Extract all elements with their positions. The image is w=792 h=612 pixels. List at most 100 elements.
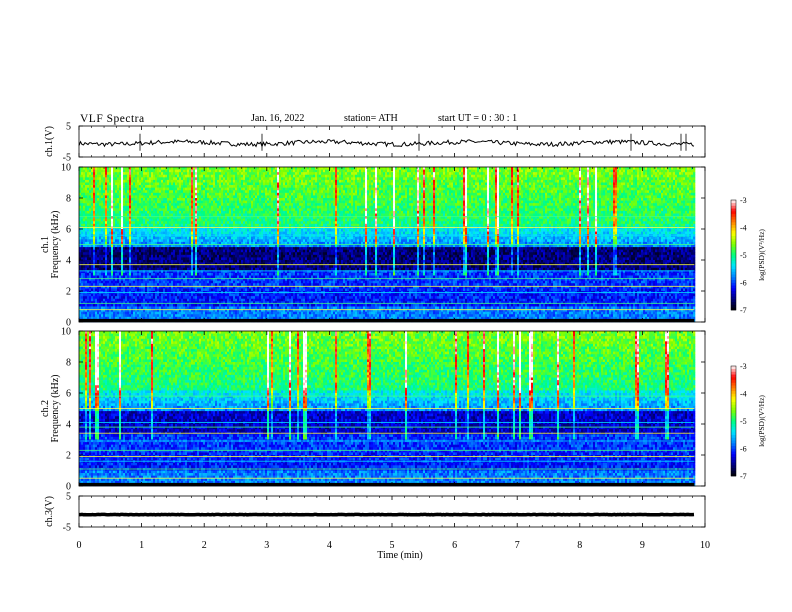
colorbar-1-swatch	[731, 260, 736, 264]
colorbar-2-swatch	[731, 454, 736, 458]
colorbar-2-tick-label: -7	[740, 472, 747, 481]
colorbar-2-swatch	[731, 379, 736, 383]
colorbar-1-swatch	[731, 301, 736, 305]
colorbar-2-swatch	[731, 390, 736, 394]
x-axis-label: Time (min)	[377, 550, 422, 561]
ch2-spectrogram-ylabel-channel: ch.2	[40, 400, 51, 417]
colorbar-2-swatch	[731, 473, 736, 477]
colorbar-1-swatch	[731, 205, 736, 209]
x-tick-label: 6	[452, 540, 457, 551]
colorbar-2-swatch	[731, 399, 736, 403]
ch1-spectrogram-ytick-label: 2	[66, 287, 71, 298]
x-tick-label: 8	[577, 540, 582, 551]
x-tick-label: 4	[327, 540, 332, 551]
ch2-spectrogram-ytick-label: 6	[66, 389, 71, 400]
colorbar-1-swatch	[731, 238, 736, 242]
colorbar-1-swatch	[731, 202, 736, 206]
colorbar-2-swatch	[731, 440, 736, 444]
colorbar-2-swatch	[731, 459, 736, 463]
date-label: Jan. 16, 2022	[251, 113, 304, 124]
colorbar-2-swatch	[731, 371, 736, 375]
ch1-spectrogram-ytick-label: 4	[66, 256, 71, 267]
colorbar-1-swatch	[731, 224, 736, 228]
colorbar-1-tick-label: -7	[740, 306, 747, 315]
colorbar-2-swatch	[731, 407, 736, 411]
x-tick-label: 5	[390, 540, 395, 551]
colorbar-2-swatch	[731, 434, 736, 438]
ch1-waveform-ylabel: ch.1(V)	[44, 126, 55, 157]
colorbar-2-swatch	[731, 443, 736, 447]
colorbar-1-tick-label: -3	[740, 196, 747, 205]
colorbar-2-swatch	[731, 467, 736, 471]
colorbar-1-swatch	[731, 200, 736, 204]
colorbar-1-swatch	[731, 293, 736, 297]
ch2-spectrogram-ylabel: Frequency (kHz)	[50, 374, 61, 442]
x-tick-label: 3	[264, 540, 269, 551]
x-tick-label: 7	[515, 540, 520, 551]
colorbar-2-swatch	[731, 374, 736, 378]
colorbar-1-swatch	[731, 290, 736, 294]
colorbar-2-swatch	[731, 404, 736, 408]
ch1-spectrogram-ytick-label: 6	[66, 225, 71, 236]
colorbar-1-swatch	[731, 233, 736, 237]
colorbar-2-swatch	[731, 412, 736, 416]
colorbar-1-swatch	[731, 227, 736, 231]
colorbar-2-tick-label: -5	[740, 417, 747, 426]
ch1-waveform-trace	[78, 138, 695, 148]
colorbar-2-swatch	[731, 385, 736, 389]
x-tick-label: 10	[700, 540, 710, 551]
ch1-spectrogram-ylabel-channel: ch.1	[40, 236, 51, 253]
x-tick-label: 2	[202, 540, 207, 551]
colorbar-2-swatch	[731, 388, 736, 392]
ch1-waveform-ytick-label: 5	[66, 122, 71, 133]
ch2-spectrogram-ytick-label: 4	[66, 420, 71, 431]
colorbar-2-swatch	[731, 368, 736, 372]
x-tick-label: 1	[139, 540, 144, 551]
colorbar-1-swatch	[731, 235, 736, 239]
colorbar-2-swatch	[731, 437, 736, 441]
colorbar-2-swatch	[731, 377, 736, 381]
colorbar-2-label: log(PSD)(V²/Hz)	[757, 395, 766, 447]
colorbar-1-swatch	[731, 208, 736, 212]
colorbar-1-swatch	[731, 268, 736, 272]
colorbar-1-tick-label: -6	[740, 279, 747, 288]
colorbar-2-swatch	[731, 366, 736, 370]
colorbar-1-swatch	[731, 246, 736, 250]
colorbar-1-label: log(PSD)(V²/Hz)	[757, 229, 766, 281]
colorbar-1-swatch	[731, 299, 736, 303]
chart-title: VLF Spectra	[80, 113, 145, 125]
colorbar-2-swatch	[731, 451, 736, 455]
colorbar-1-swatch	[731, 266, 736, 270]
colorbar-2-swatch	[731, 448, 736, 452]
colorbar-2-frame	[730, 365, 737, 477]
ch1-spectrogram-ytick-label: 10	[61, 163, 71, 174]
colorbar-2-swatch	[731, 423, 736, 427]
colorbar-2-swatch	[731, 393, 736, 397]
colorbar-1-swatch	[731, 296, 736, 300]
colorbar-1-swatch	[731, 271, 736, 275]
colorbar-2-swatch	[731, 465, 736, 469]
colorbar-1-swatch	[731, 216, 736, 220]
x-tick-label: 9	[640, 540, 645, 551]
colorbar-2-swatch	[731, 415, 736, 419]
colorbar-1-swatch	[731, 285, 736, 289]
colorbar-1-swatch	[731, 213, 736, 217]
colorbar-1-swatch	[731, 222, 736, 226]
ch3-waveform-ytick-label: -5	[63, 523, 71, 534]
colorbar-2-swatch	[731, 432, 736, 436]
colorbar-2-swatch	[731, 462, 736, 466]
colorbar-1-swatch	[731, 255, 736, 259]
start-time-label: start UT = 0 : 30 : 1	[438, 113, 517, 124]
colorbar-2-swatch	[731, 401, 736, 405]
colorbar-2-swatch	[731, 396, 736, 400]
ch2-spectrogram-ytick-label: 0	[66, 482, 71, 493]
ch1-spectrogram-ytick-label: 0	[66, 318, 71, 329]
colorbar-1-swatch	[731, 263, 736, 267]
ch3-waveform-ylabel: ch.3(V)	[44, 496, 55, 527]
colorbar-1-swatch	[731, 307, 736, 311]
colorbar-1-tick-label: -4	[740, 224, 747, 233]
station-label: station= ATH	[344, 113, 398, 124]
colorbar-1-swatch	[731, 211, 736, 215]
colorbar-2-swatch	[731, 426, 736, 430]
